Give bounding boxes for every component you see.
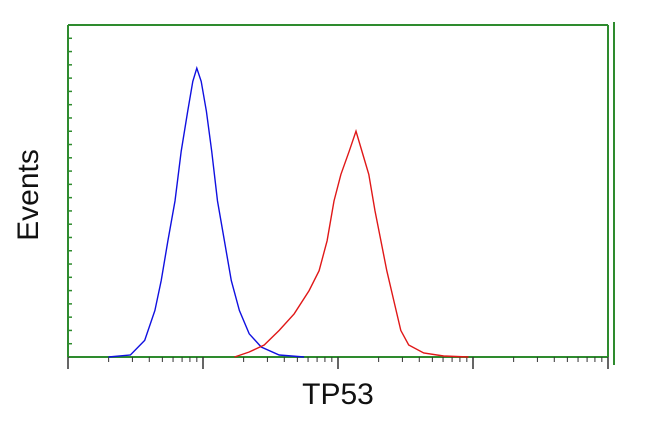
histogram-line [108, 65, 305, 358]
y-axis-label: Events [12, 149, 45, 241]
x-axis-label: TP53 [302, 378, 374, 411]
histogram-line [234, 128, 469, 358]
